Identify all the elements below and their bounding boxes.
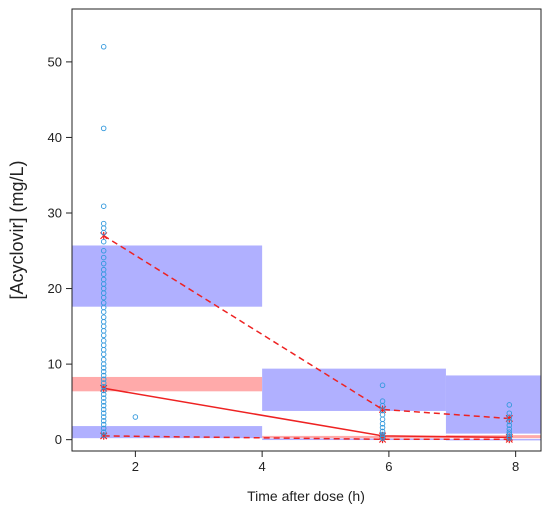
- observation-point: [100, 429, 107, 435]
- y-axis: 0 10 20 30 40 50: [48, 54, 72, 447]
- band-upper-ci-2: [262, 368, 446, 411]
- observation-point: [100, 319, 107, 325]
- observation-point: [100, 225, 107, 231]
- observation-point: [100, 351, 107, 358]
- observation-point: [100, 332, 107, 339]
- observation-point: [506, 418, 513, 425]
- observation-point: [100, 337, 107, 344]
- observation-point: [379, 428, 386, 435]
- observation-point: [100, 203, 107, 209]
- plot-frame: [71, 8, 542, 452]
- observation-point: [506, 415, 513, 421]
- observation-point: [100, 368, 107, 375]
- observation-point: [100, 425, 107, 432]
- observation-point: [100, 402, 107, 409]
- observation-point: [100, 229, 107, 236]
- observation-point: [379, 435, 386, 441]
- observation-point: [100, 432, 107, 438]
- observation-point: [506, 402, 513, 408]
- observation-point: [100, 342, 107, 348]
- observation-point: [100, 328, 107, 334]
- observation-point: [379, 421, 386, 427]
- observation-point: [506, 426, 513, 432]
- x-tick-label: 2: [132, 459, 139, 474]
- y-tick-label: 40: [48, 130, 62, 145]
- observation-point: [100, 395, 107, 401]
- y-tick-label: 20: [48, 281, 62, 296]
- x-tick-label: 6: [385, 459, 392, 474]
- observation-point: [100, 125, 107, 132]
- y-tick-label: 50: [48, 54, 62, 69]
- observation-point: [506, 422, 513, 429]
- band-median-ci-1: [72, 376, 263, 392]
- observation-point: [506, 431, 513, 438]
- observation-point: [100, 365, 107, 371]
- observation-point: [100, 410, 107, 416]
- observation-point: [100, 376, 107, 382]
- observation-point: [132, 414, 139, 420]
- band-upper-ci-3: [445, 375, 541, 434]
- observation-point: [100, 260, 107, 267]
- observation-point: [100, 314, 107, 321]
- observation-point: [100, 44, 107, 50]
- observation-point: [100, 406, 107, 413]
- observation-point: [100, 414, 107, 420]
- observation-point: [506, 435, 513, 441]
- observation-point: [100, 418, 107, 424]
- band-upper-ci-1: [72, 245, 263, 307]
- observation-point: [100, 361, 107, 367]
- observation-point: [100, 323, 107, 330]
- x-axis-label: Time after dose (h): [247, 488, 365, 504]
- observed-p5-line: [103, 435, 510, 441]
- observation-point: [100, 356, 107, 363]
- observation-point: [100, 248, 107, 254]
- observation-point: [100, 384, 107, 390]
- y-tick-label: 0: [55, 432, 62, 447]
- observation-point: [100, 309, 107, 315]
- y-tick-label: 10: [48, 357, 62, 372]
- observed-p95-line: [103, 235, 510, 420]
- band-lower-ci-3: [445, 438, 541, 441]
- observation-point: [379, 424, 386, 431]
- observation-point: [100, 294, 107, 301]
- observation-point: [100, 254, 107, 261]
- observation-point: [100, 391, 107, 398]
- observation-point: [379, 416, 386, 423]
- observation-point: [100, 421, 107, 428]
- observation-point: [379, 382, 386, 389]
- band-median-ci-2: [262, 435, 446, 439]
- observation-point: [379, 433, 386, 440]
- observation-point: [100, 220, 107, 227]
- x-tick-label: 8: [512, 459, 519, 474]
- observation-point: [100, 387, 107, 394]
- x-tick-label: 4: [259, 459, 266, 474]
- observation-point: [506, 433, 513, 440]
- observation-point: [100, 347, 107, 353]
- observation-point: [100, 271, 107, 277]
- x-axis: 2 4 6 8: [132, 451, 519, 474]
- observation-point: [379, 431, 386, 438]
- band-lower-ci-1: [72, 426, 263, 439]
- observation-point: [100, 372, 107, 379]
- y-tick-label: 30: [48, 206, 62, 221]
- observation-point: [100, 238, 107, 245]
- observation-point: [100, 399, 107, 405]
- y-axis-label: [Acyclovir] (mg/L): [7, 160, 27, 299]
- observation-point: [100, 380, 107, 386]
- prediction-interval-bands: [72, 245, 541, 441]
- observation-points: [100, 44, 513, 441]
